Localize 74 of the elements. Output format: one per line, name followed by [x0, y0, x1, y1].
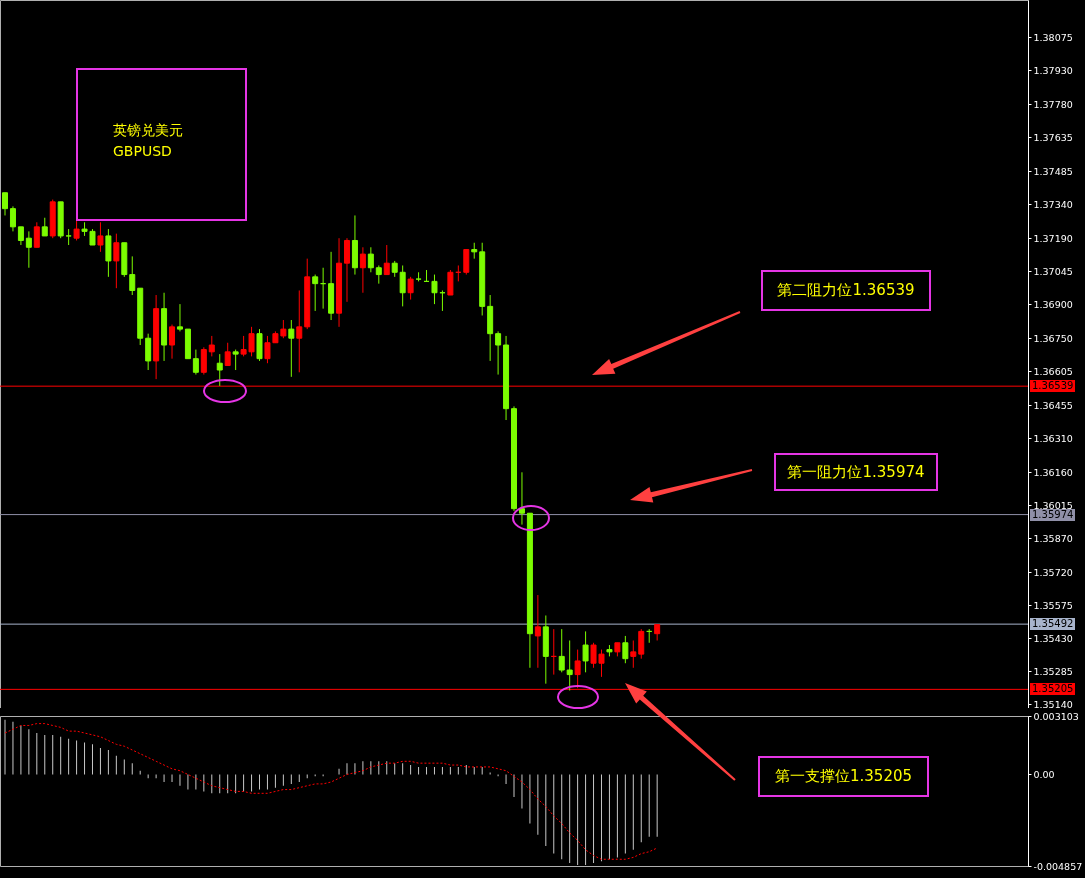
candlestick [383, 244, 390, 276]
candlestick [399, 264, 406, 307]
annotation: 第二阻力位1.36539 [761, 270, 931, 311]
candlestick [216, 353, 223, 387]
candlestick [129, 255, 136, 296]
candlestick [367, 246, 374, 273]
y-tick-label: 1.37340 [1033, 198, 1073, 210]
ref-line-label: 1.35205 [1030, 683, 1076, 696]
candlestick [463, 249, 470, 276]
candlestick [192, 349, 199, 376]
candlestick [622, 635, 629, 664]
candlestick [25, 230, 32, 269]
y-tick-label: 1.35430 [1033, 632, 1073, 644]
candlestick [200, 346, 207, 376]
candlestick [208, 335, 215, 357]
candlestick [288, 319, 295, 378]
text: GBPUSD [113, 142, 173, 161]
candlestick [582, 630, 589, 673]
y-tick-label: 1.35140 [1033, 698, 1073, 710]
y-tick-label: 1.35870 [1033, 532, 1073, 544]
candlestick [33, 221, 40, 248]
y-tick-label: 1.36015 [1033, 499, 1073, 511]
y-tick-label: 1.37930 [1033, 64, 1073, 76]
candlestick [495, 330, 502, 376]
ref-line-label: 1.35492 [1030, 618, 1076, 631]
y-tick-label: 1.36605 [1033, 365, 1073, 377]
candlestick [97, 221, 104, 253]
candlestick [113, 233, 120, 289]
y-tick-label: 1.38075 [1033, 31, 1073, 43]
y-tick-label: 1.37635 [1033, 131, 1073, 143]
candlestick [2, 192, 8, 216]
candlestick [630, 640, 637, 669]
y-tick-label: 1.35285 [1033, 665, 1073, 677]
candlestick [169, 324, 176, 360]
y-tick-label: 1.37485 [1033, 165, 1073, 177]
candlestick [343, 237, 350, 303]
y-tick-label: 1.37190 [1033, 232, 1073, 244]
text: 英镑兑美元 [113, 121, 184, 140]
candlestick [17, 226, 24, 246]
candlestick [9, 205, 16, 232]
y-tick-label: 1.36160 [1033, 466, 1073, 478]
y-tick-label: 1.36750 [1033, 332, 1073, 344]
ref-line-label: 1.36539 [1030, 380, 1076, 393]
candlestick [407, 276, 414, 301]
y-tick-label: 1.36455 [1033, 399, 1073, 411]
candlestick [375, 264, 382, 285]
candlestick [638, 628, 645, 660]
candlestick [224, 342, 231, 366]
candlestick [558, 628, 565, 673]
candlestick [431, 274, 438, 305]
candlestick [232, 349, 239, 371]
y-tick-label: 1.35575 [1033, 599, 1073, 611]
y-tick-label: 0.00 [1033, 768, 1055, 780]
y-tick-label: 1.37780 [1033, 98, 1073, 110]
candlestick [566, 640, 573, 691]
line-series [4, 723, 658, 860]
y-tick-label: 1.36900 [1033, 298, 1073, 310]
y-tick-label: 1.35720 [1033, 566, 1073, 578]
y-tick-label: -0.004857 [1033, 860, 1083, 872]
candlestick [518, 471, 525, 526]
candlestick [176, 303, 183, 332]
candlestick [447, 269, 454, 296]
candlestick [41, 217, 48, 237]
candlestick [296, 289, 303, 373]
annotation: 第一支撑位1.35205 [758, 756, 929, 797]
y-tick-label: 0.003103 [1033, 710, 1079, 722]
annotation: 第一阻力位1.35974 [774, 453, 938, 491]
y-tick-label: 1.36310 [1033, 432, 1073, 444]
candlestick [145, 333, 152, 371]
y-tick-label: 1.37045 [1033, 265, 1073, 277]
candlestick [312, 274, 319, 312]
ref-line-label: 1.35974 [1030, 508, 1076, 521]
candlestick [534, 594, 541, 669]
candlestick [359, 246, 366, 294]
